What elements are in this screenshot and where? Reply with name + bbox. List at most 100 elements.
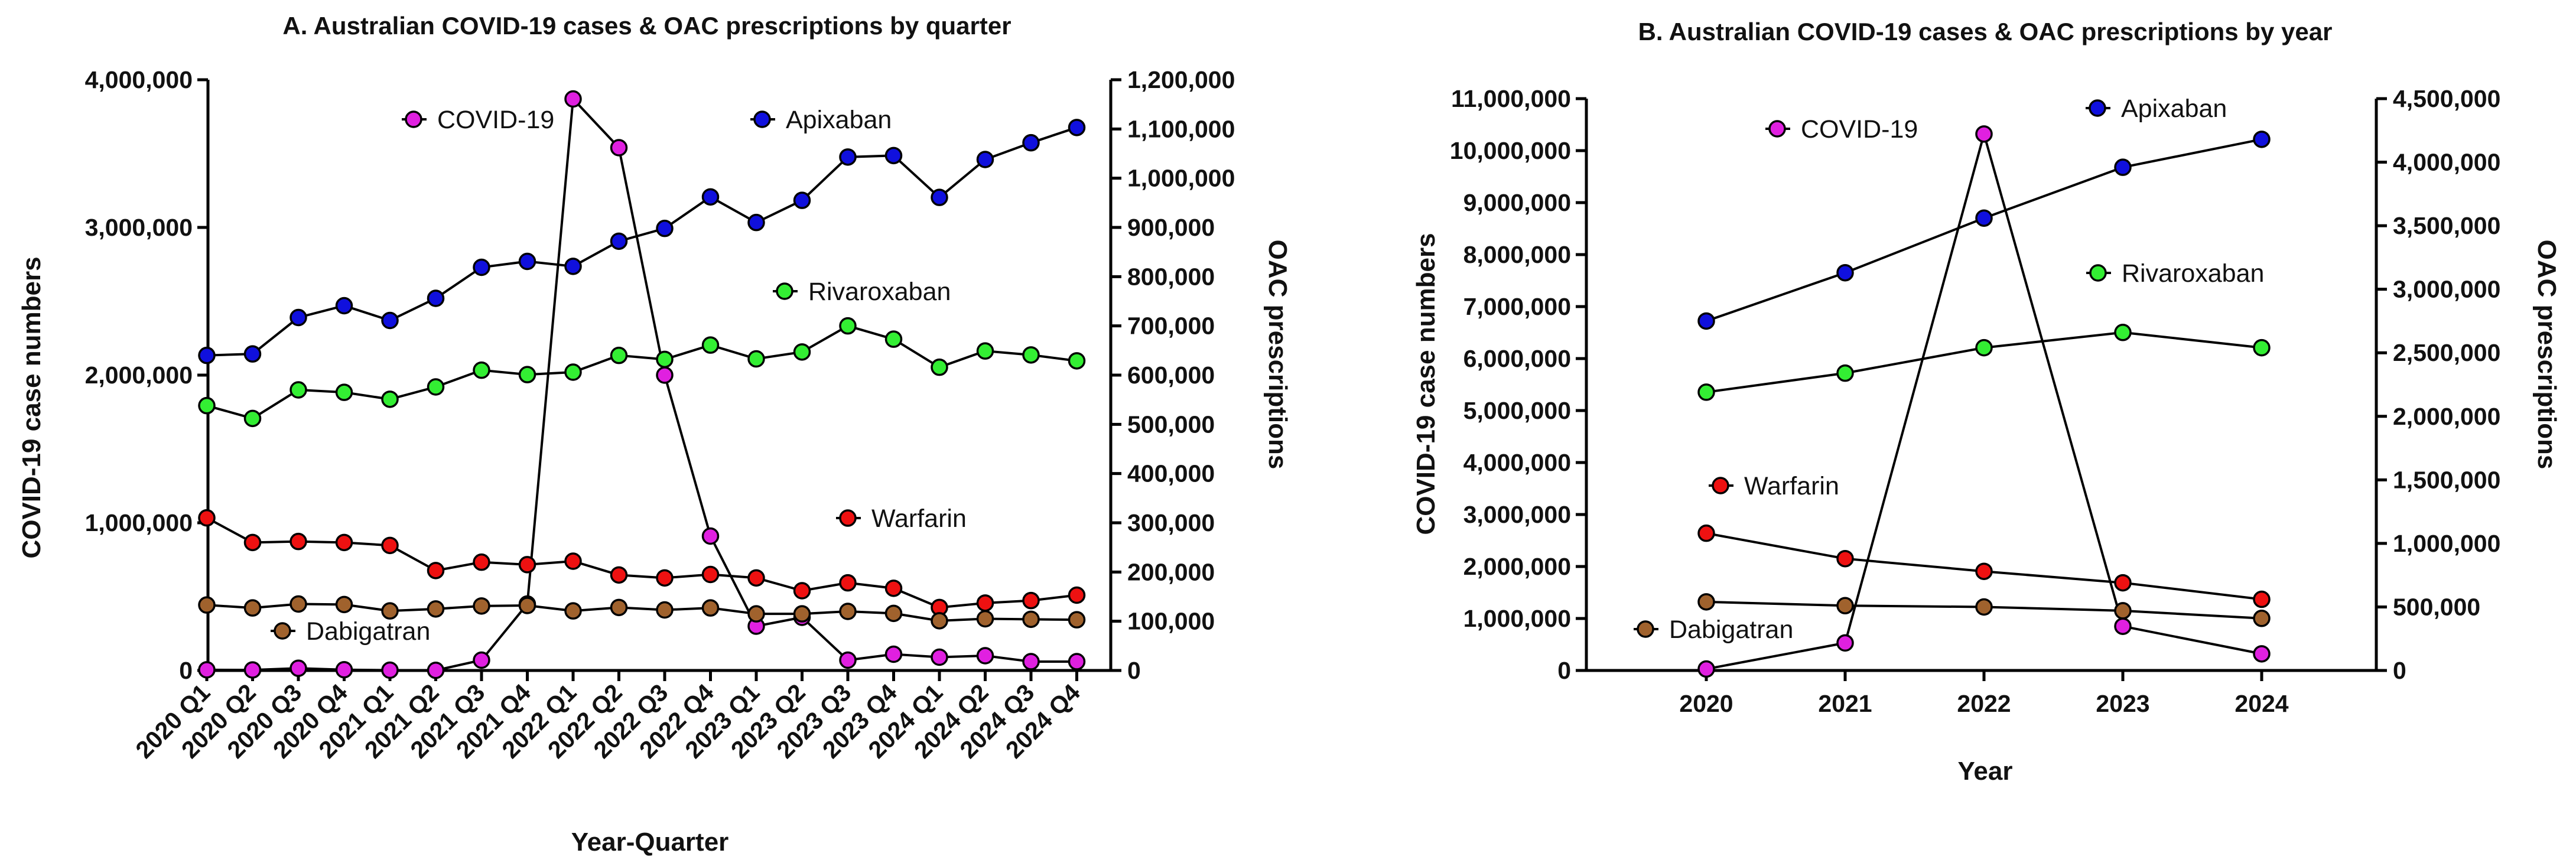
panel-b-title: B. Australian COVID-19 cases & OAC presc… — [1638, 18, 2333, 45]
data-point-warfarin — [1836, 549, 1854, 568]
right-tick-label: 700,000 — [1127, 312, 1215, 340]
data-point-rivaroxaban — [931, 358, 948, 376]
data-point-warfarin — [656, 569, 674, 587]
data-point-rivaroxaban — [747, 350, 765, 368]
x-tick-label: 2023 — [2096, 690, 2149, 717]
data-point-apixaban — [884, 146, 903, 165]
legend-item-covid-19: COVID-19 — [1765, 115, 1918, 144]
data-point-covid-19 — [564, 90, 582, 108]
data-point-apixaban — [564, 258, 582, 275]
legend-marker-covid-19 — [405, 110, 422, 128]
series-line-apixaban — [1706, 138, 2262, 323]
left-tick-label: 6,000,000 — [1463, 345, 1571, 372]
legend-marker-covid-19 — [1768, 120, 1786, 138]
legend-label-covid-19: COVID-19 — [1801, 115, 1918, 144]
data-point-dabigatran — [381, 602, 399, 620]
data-point-rivaroxaban — [1836, 364, 1854, 382]
legend-marker-dabigatran — [1637, 620, 1654, 638]
data-point-apixaban — [747, 213, 765, 232]
right-tick-label: 4,000,000 — [2393, 149, 2500, 176]
left-tick-label: 2,000,000 — [85, 362, 193, 389]
data-point-warfarin — [518, 556, 536, 574]
right-tick-label: 500,000 — [2393, 593, 2480, 620]
legend-label-dabigatran: Dabigatran — [306, 617, 430, 646]
data-point-rivaroxaban — [198, 396, 216, 415]
right-tick-label: 3,500,000 — [2393, 212, 2500, 239]
data-point-covid-19 — [1068, 653, 1086, 670]
data-point-dabigatran — [884, 604, 903, 623]
legend-item-apixaban: Apixaban — [2086, 95, 2227, 123]
data-point-covid-19 — [198, 661, 216, 679]
data-point-warfarin — [1022, 591, 1040, 610]
data-point-covid-19 — [335, 661, 353, 679]
data-point-covid-19 — [931, 648, 948, 666]
left-tick-label: 0 — [179, 657, 193, 684]
data-point-warfarin — [1975, 562, 1993, 580]
data-point-apixaban — [793, 191, 811, 209]
data-point-rivaroxaban — [335, 383, 353, 401]
data-point-apixaban — [243, 345, 262, 363]
data-point-dabigatran — [335, 595, 353, 614]
data-point-warfarin — [290, 532, 307, 551]
data-point-rivaroxaban — [1975, 338, 1993, 357]
data-point-covid-19 — [1836, 634, 1854, 652]
data-point-warfarin — [2114, 574, 2132, 592]
data-point-warfarin — [198, 509, 216, 527]
panel-b-left-axis-label: COVID-19 case numbers — [1411, 233, 1440, 535]
data-point-dabigatran — [198, 596, 216, 614]
right-tick-label: 1,200,000 — [1127, 66, 1235, 93]
data-point-warfarin — [793, 582, 811, 600]
data-point-dabigatran — [701, 599, 720, 617]
legend-marker-rivaroxaban — [776, 282, 793, 300]
right-tick-label: 1,500,000 — [2393, 466, 2500, 493]
legend-item-covid-19: COVID-19 — [402, 106, 554, 134]
data-point-dabigatran — [243, 599, 262, 617]
data-point-apixaban — [1022, 134, 1040, 152]
data-point-warfarin — [2253, 590, 2271, 608]
x-tick-label: 2021 — [1818, 690, 1872, 717]
legend-item-dabigatran: Dabigatran — [1634, 616, 1793, 644]
legend-marker-apixaban — [2089, 99, 2106, 117]
panel-a-left-axis-label: COVID-19 case numbers — [17, 256, 46, 558]
data-point-apixaban — [931, 188, 948, 206]
right-tick-label: 0 — [2393, 657, 2406, 684]
legend-label-rivaroxaban: Rivaroxaban — [2122, 259, 2264, 288]
data-point-rivaroxaban — [2114, 324, 2132, 341]
data-point-apixaban — [610, 232, 628, 250]
data-point-warfarin — [747, 569, 765, 587]
data-point-dabigatran — [656, 601, 674, 619]
data-point-dabigatran — [1975, 598, 1993, 616]
left-tick-label: 5,000,000 — [1463, 397, 1571, 424]
panel-b-right-axis-label: OAC prescriptions — [2532, 240, 2561, 470]
legend-label-warfarin: Warfarin — [871, 504, 967, 533]
legend-marker-apixaban — [753, 110, 771, 128]
data-point-warfarin — [427, 562, 445, 579]
legend-item-apixaban: Apixaban — [750, 106, 892, 134]
data-point-covid-19 — [976, 647, 994, 665]
right-tick-label: 2,000,000 — [2393, 403, 2500, 430]
data-point-rivaroxaban — [290, 381, 307, 399]
data-point-warfarin — [473, 553, 490, 571]
legend-label-apixaban: Apixaban — [2121, 95, 2227, 123]
data-point-apixaban — [701, 188, 720, 206]
data-point-apixaban — [427, 289, 445, 307]
data-point-dabigatran — [931, 612, 948, 630]
data-point-apixaban — [2114, 158, 2132, 176]
right-tick-label: 3,000,000 — [2393, 276, 2500, 303]
data-point-covid-19 — [473, 651, 490, 669]
left-tick-label: 9,000,000 — [1463, 189, 1571, 216]
right-tick-label: 900,000 — [1127, 214, 1215, 241]
data-point-dabigatran — [1836, 597, 1854, 615]
left-tick-label: 3,000,000 — [85, 214, 193, 241]
data-point-covid-19 — [427, 662, 445, 679]
data-point-covid-19 — [2114, 617, 2132, 635]
data-point-dabigatran — [564, 602, 582, 620]
left-tick-label: 4,000,000 — [85, 66, 193, 93]
data-point-apixaban — [198, 346, 216, 364]
data-point-covid-19 — [839, 651, 857, 669]
right-tick-label: 500,000 — [1127, 411, 1215, 438]
data-point-dabigatran — [427, 600, 445, 618]
right-tick-label: 1,000,000 — [1127, 165, 1235, 192]
data-point-covid-19 — [290, 659, 307, 677]
data-point-apixaban — [1068, 119, 1086, 136]
